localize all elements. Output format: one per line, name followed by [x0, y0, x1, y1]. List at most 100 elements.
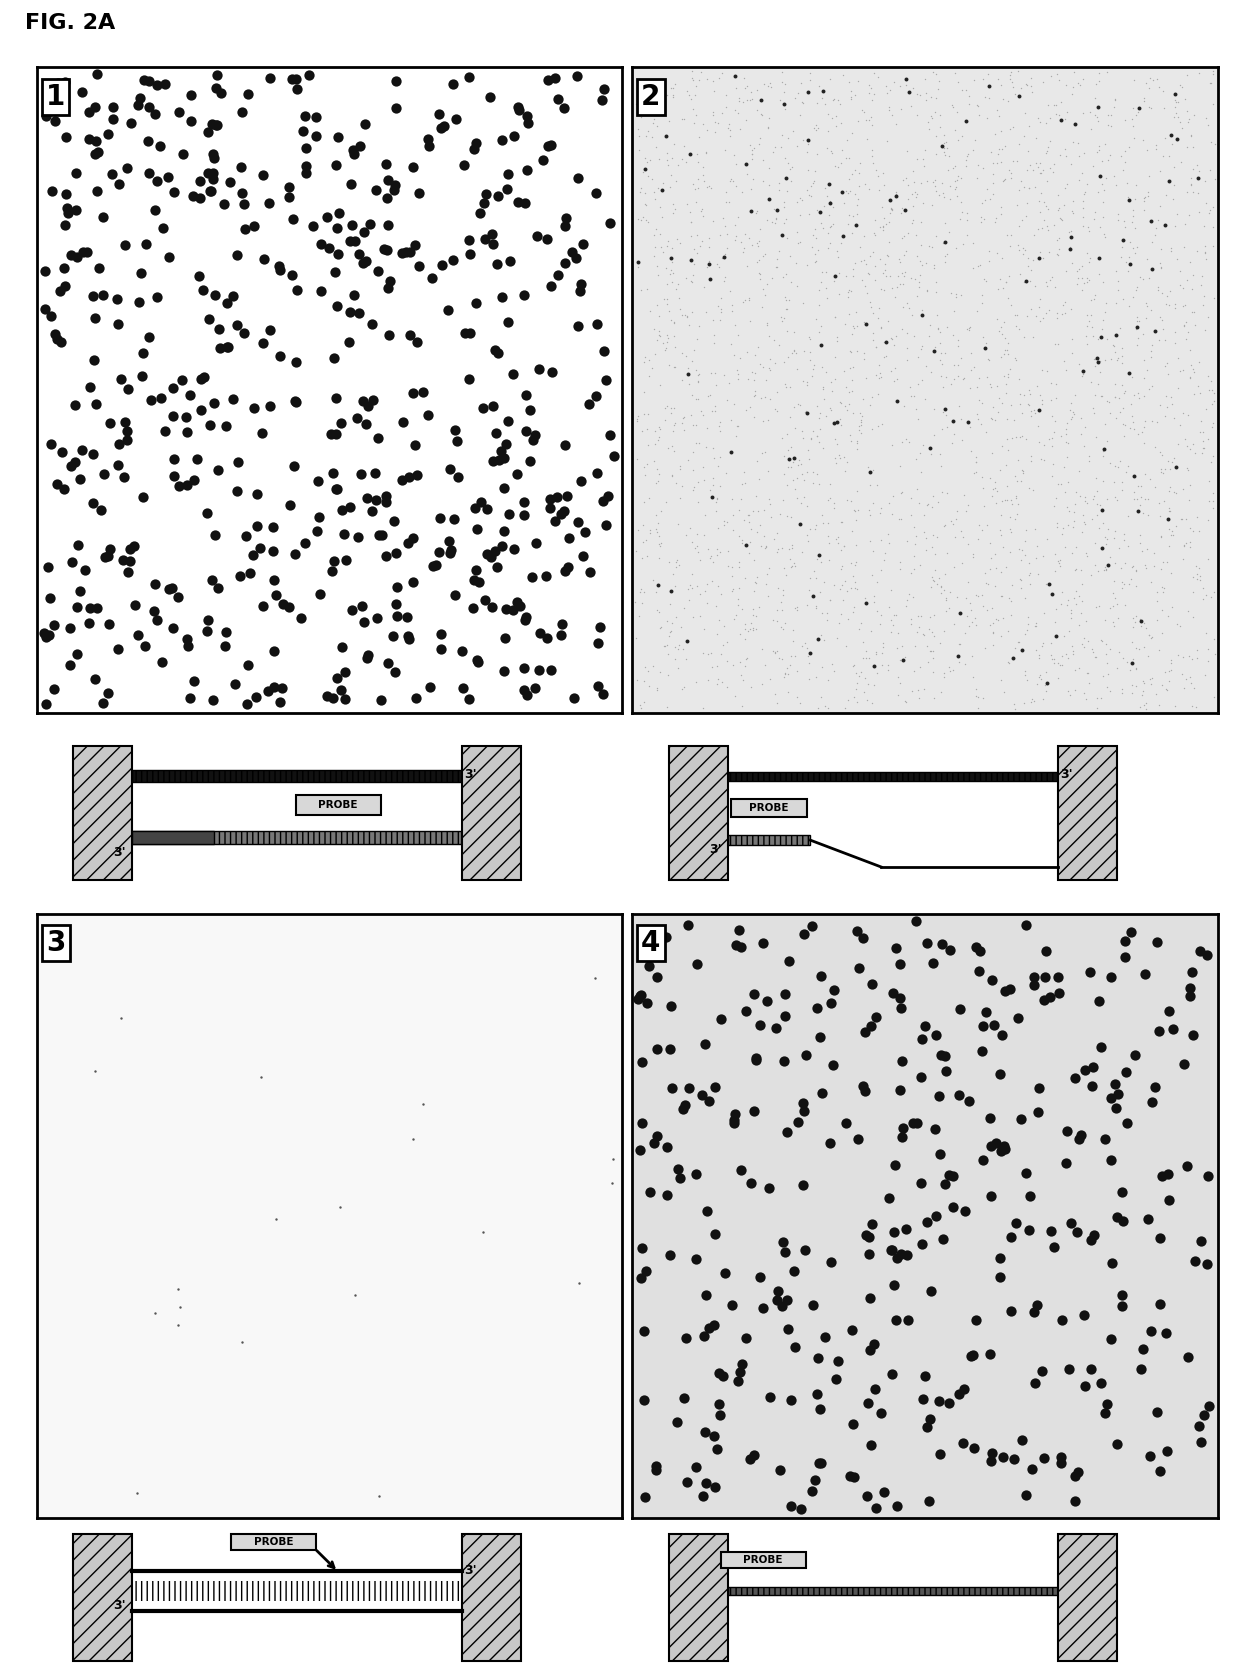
Point: [952, 198, 972, 225]
Point: [120, 535, 140, 562]
Point: [980, 347, 999, 374]
Point: [1038, 669, 1058, 696]
Point: [920, 637, 940, 664]
Point: [682, 347, 702, 374]
Point: [963, 1436, 983, 1462]
Point: [1114, 379, 1133, 406]
Point: [1060, 236, 1080, 263]
Point: [662, 248, 682, 275]
Point: [286, 389, 306, 416]
Point: [779, 124, 799, 151]
Point: [847, 211, 867, 238]
Point: [737, 339, 756, 366]
Point: [661, 993, 681, 1020]
Point: [727, 357, 746, 384]
Point: [305, 122, 325, 149]
Point: [924, 59, 944, 86]
Point: [200, 413, 219, 439]
Point: [832, 508, 852, 535]
Point: [870, 359, 890, 386]
Point: [1130, 605, 1149, 632]
Point: [823, 211, 843, 238]
Point: [1143, 67, 1163, 94]
Point: [697, 414, 717, 441]
Point: [1011, 565, 1030, 592]
Point: [1147, 929, 1167, 956]
Point: [993, 168, 1013, 195]
Point: [885, 1152, 905, 1179]
Point: [1120, 293, 1140, 320]
Point: [1075, 511, 1095, 538]
Point: [976, 84, 996, 111]
Point: [725, 1100, 745, 1127]
Point: [970, 937, 990, 964]
Point: [634, 1387, 653, 1414]
Point: [558, 553, 578, 580]
Point: [811, 210, 831, 236]
Point: [894, 223, 914, 250]
Point: [253, 329, 273, 356]
Point: [1122, 679, 1142, 706]
Point: [815, 193, 835, 220]
Point: [1028, 154, 1048, 181]
Point: [1080, 245, 1100, 272]
Point: [1060, 236, 1080, 263]
Point: [41, 431, 61, 458]
Point: [799, 528, 818, 555]
Point: [688, 538, 708, 565]
Point: [311, 277, 331, 304]
Point: [1184, 312, 1204, 339]
Point: [67, 641, 87, 667]
Point: [976, 186, 996, 213]
Point: [1096, 641, 1116, 667]
Point: [1048, 471, 1068, 498]
Point: [924, 602, 944, 629]
Bar: [730, 798, 807, 817]
Point: [1153, 579, 1173, 605]
Point: [653, 330, 673, 357]
Point: [1097, 102, 1117, 129]
Point: [820, 65, 839, 92]
Point: [854, 223, 874, 250]
Point: [1184, 299, 1204, 325]
Point: [780, 287, 800, 314]
Point: [1030, 179, 1050, 206]
Point: [722, 486, 742, 513]
Point: [764, 637, 784, 664]
Point: [937, 480, 957, 506]
Point: [520, 396, 539, 423]
Point: [588, 672, 608, 699]
Point: [904, 555, 924, 582]
Point: [873, 159, 893, 186]
Point: [841, 84, 861, 111]
Point: [1126, 602, 1146, 629]
Point: [735, 615, 755, 642]
Point: [594, 75, 614, 102]
Point: [686, 429, 706, 456]
Point: [1168, 431, 1188, 458]
Point: [980, 1105, 999, 1132]
Point: [1049, 550, 1069, 577]
Point: [1120, 228, 1140, 255]
Point: [1135, 961, 1154, 988]
Point: [644, 567, 663, 594]
Point: [1084, 285, 1104, 312]
Point: [399, 322, 419, 349]
Point: [889, 72, 909, 99]
Point: [1111, 1179, 1131, 1206]
Point: [665, 196, 684, 223]
Point: [769, 1278, 789, 1305]
Point: [366, 486, 386, 513]
Point: [334, 520, 353, 547]
Point: [998, 285, 1018, 312]
Point: [399, 626, 419, 652]
Point: [1092, 496, 1112, 523]
Point: [682, 299, 702, 325]
Point: [693, 154, 713, 181]
Point: [903, 302, 923, 329]
Point: [911, 297, 931, 324]
Point: [508, 190, 528, 216]
Point: [1112, 1281, 1132, 1308]
Point: [722, 299, 742, 325]
Point: [646, 1457, 666, 1484]
